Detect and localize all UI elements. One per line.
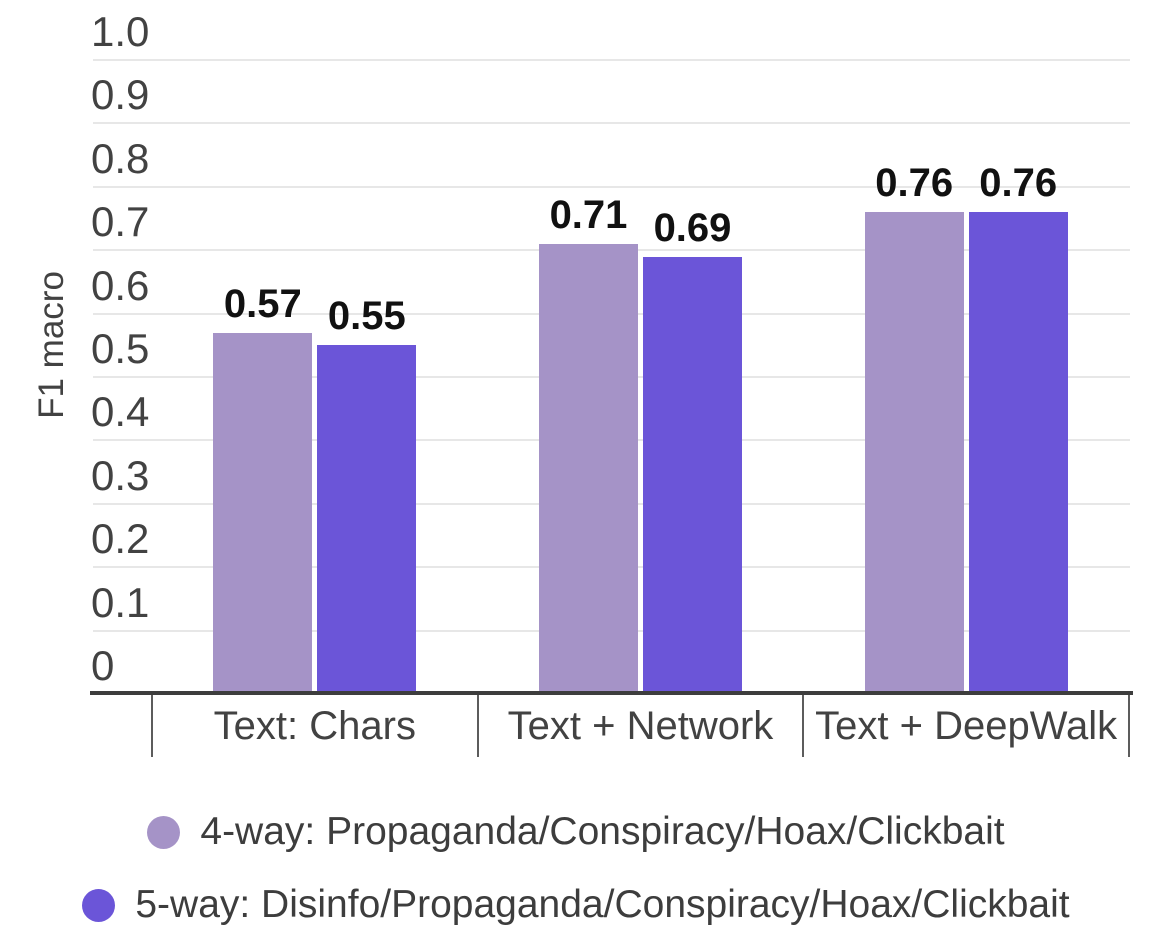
gridline [93, 185, 1130, 188]
x-tick [476, 695, 479, 757]
x-tick [1128, 695, 1130, 757]
bar [864, 212, 964, 694]
bar-value-label: 0.69 [653, 205, 732, 250]
legend-swatch-icon [147, 815, 181, 849]
bar-value-label: 0.76 [979, 161, 1058, 206]
y-tick-label: 0.6 [91, 261, 150, 309]
legend-swatch-icon [82, 888, 116, 922]
bar [539, 243, 638, 694]
legend-item: 4-way: Propaganda/Conspiracy/Hoax/Clickb… [0, 808, 1152, 856]
y-tick-label: 0.3 [91, 451, 150, 499]
legend-label: 5-way: Disinfo/Propaganda/Conspiracy/Hoa… [135, 883, 1070, 926]
gridline [93, 59, 1130, 61]
category-label: Text + DeepWalk [815, 704, 1118, 748]
bar [643, 256, 742, 694]
y-tick-label: 0.5 [91, 325, 150, 372]
x-tick [802, 695, 805, 757]
category-label: Text: Chars [213, 704, 416, 748]
legend-item: 5-way: Disinfo/Propaganda/Conspiracy/Hoa… [0, 881, 1152, 929]
y-axis-title: F1 macro [32, 271, 71, 419]
category-label: Text + Network [507, 704, 774, 748]
y-tick-label: 1.0 [91, 8, 150, 55]
y-tick-label: 0.4 [91, 388, 150, 436]
bar [968, 212, 1068, 694]
gridline [93, 122, 1130, 125]
bar-value-label: 0.71 [549, 192, 628, 237]
bar [317, 345, 417, 694]
legend-label: 4-way: Propaganda/Conspiracy/Hoax/Clickb… [200, 810, 1005, 853]
x-tick [151, 695, 153, 757]
y-tick-label: 0 [91, 642, 115, 689]
y-tick-label: 0.9 [91, 71, 150, 119]
y-tick-label: 0.1 [91, 578, 150, 626]
bar-value-label: 0.57 [223, 281, 302, 326]
bar [213, 332, 313, 694]
bar-value-label: 0.55 [327, 294, 406, 339]
y-tick-label: 0.8 [91, 134, 150, 182]
y-tick-label: 0.2 [91, 515, 150, 563]
x-axis-line [90, 691, 1133, 695]
bar-value-label: 0.76 [875, 161, 954, 206]
y-tick-label: 0.7 [91, 198, 150, 246]
